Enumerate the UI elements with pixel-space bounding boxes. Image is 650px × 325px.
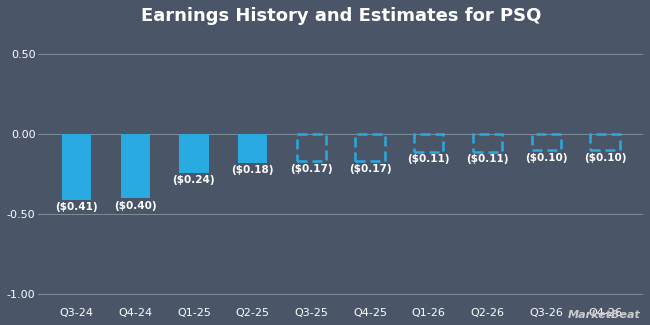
Bar — [356, 134, 385, 162]
Bar — [179, 134, 209, 173]
Text: ($0.11): ($0.11) — [408, 154, 450, 164]
Bar — [532, 134, 561, 150]
Bar — [62, 134, 91, 200]
Text: ($0.17): ($0.17) — [349, 164, 391, 174]
Bar — [473, 134, 502, 152]
Text: ($0.18): ($0.18) — [231, 165, 274, 176]
Text: ($0.10): ($0.10) — [525, 153, 567, 162]
Text: ($0.17): ($0.17) — [290, 164, 333, 174]
Bar — [296, 134, 326, 162]
Bar — [238, 134, 267, 163]
Title: Earnings History and Estimates for PSQ: Earnings History and Estimates for PSQ — [140, 7, 541, 25]
Text: ($0.10): ($0.10) — [584, 153, 626, 162]
Bar — [120, 134, 150, 198]
Bar — [414, 134, 443, 152]
Text: ($0.41): ($0.41) — [55, 202, 98, 212]
Text: ($0.11): ($0.11) — [466, 154, 509, 164]
Text: MarketBeat: MarketBeat — [567, 310, 640, 320]
Text: ($0.24): ($0.24) — [173, 175, 215, 185]
Bar — [590, 134, 619, 150]
Text: ($0.40): ($0.40) — [114, 201, 157, 211]
